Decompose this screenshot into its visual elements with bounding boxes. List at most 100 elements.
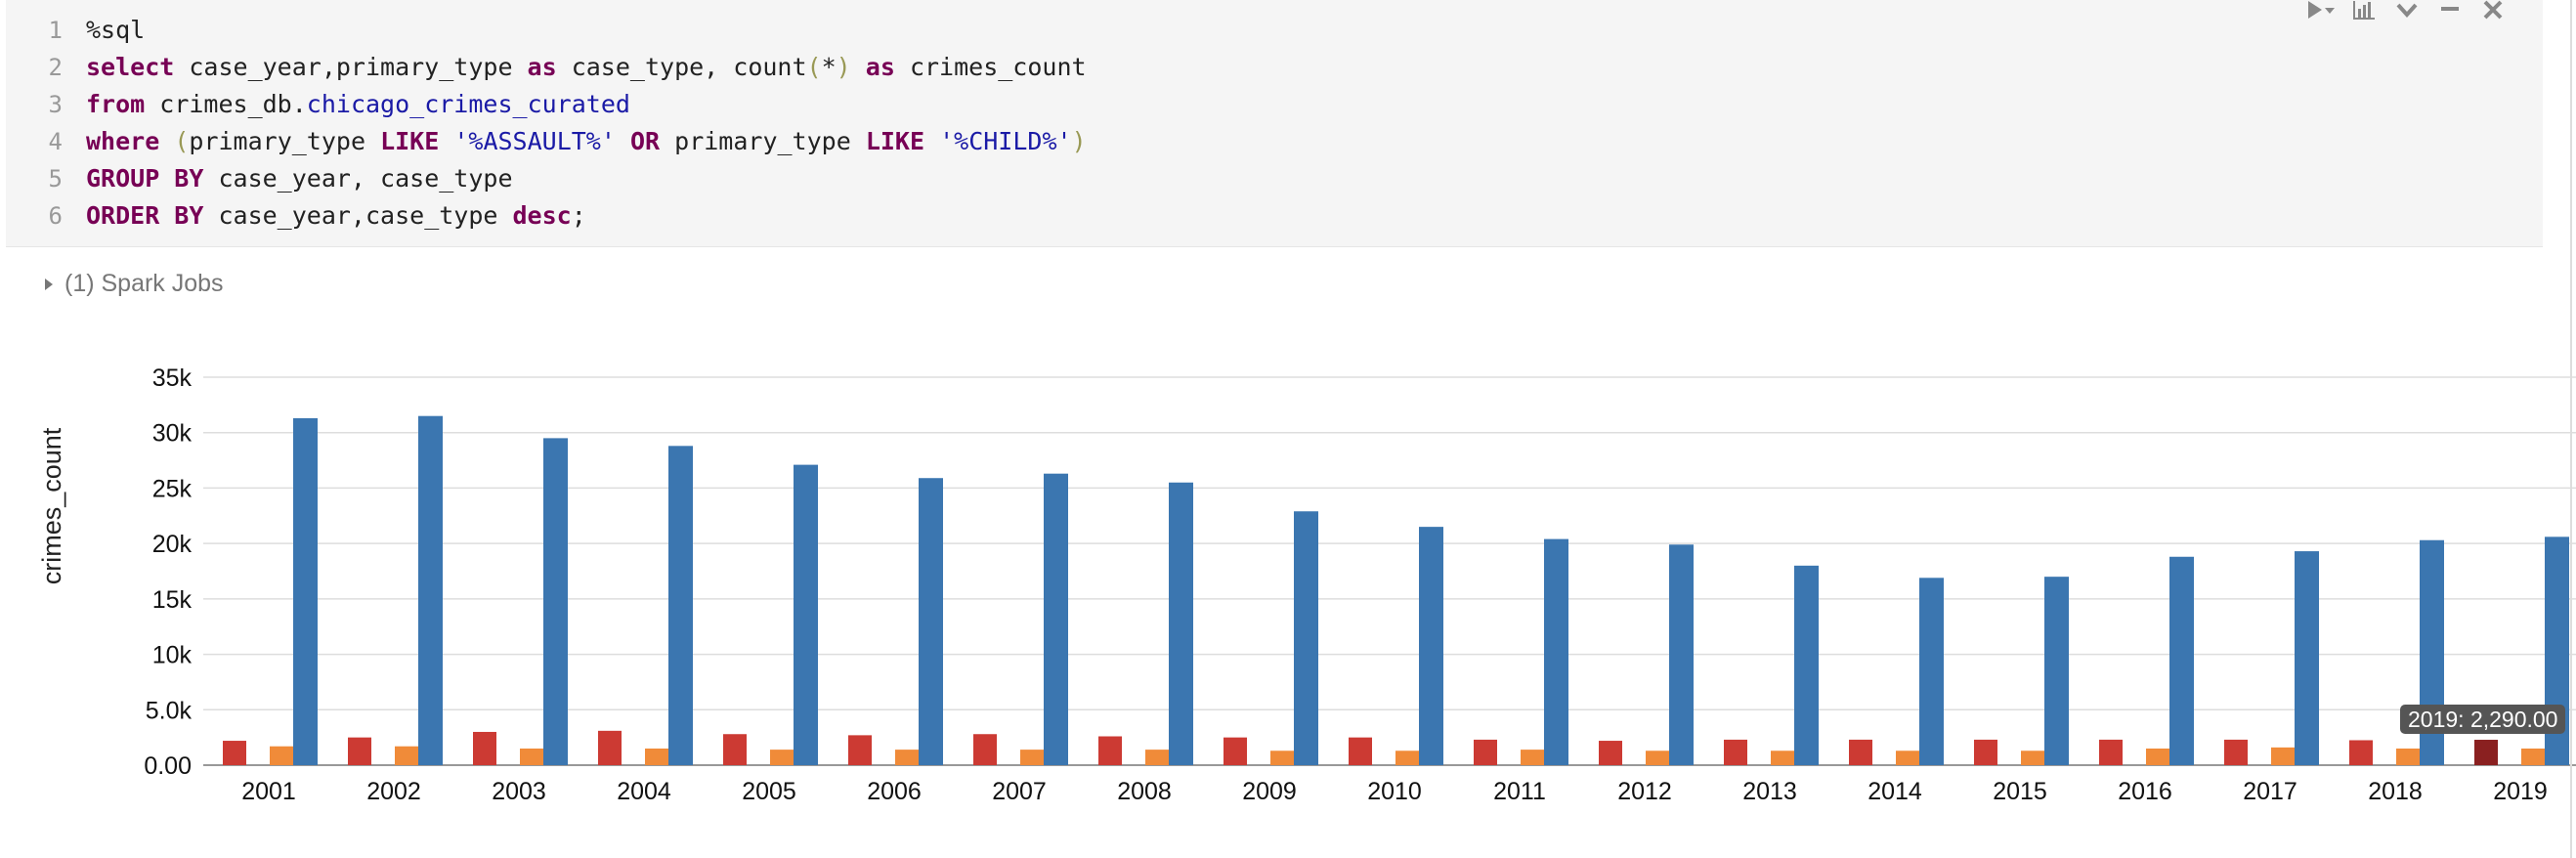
bar[interactable] — [2099, 739, 2123, 765]
bar[interactable] — [1224, 737, 1247, 765]
bar[interactable] — [770, 750, 794, 765]
bar[interactable] — [2349, 740, 2373, 765]
bar[interactable] — [2295, 551, 2319, 765]
bar[interactable] — [270, 746, 293, 765]
bar[interactable] — [919, 478, 943, 765]
chart-bars — [223, 415, 2569, 765]
code-line[interactable]: %sql — [86, 16, 146, 44]
bar[interactable] — [794, 464, 818, 765]
bar[interactable] — [2474, 740, 2498, 765]
x-tick-label: 2008 — [1117, 778, 1172, 805]
bar[interactable] — [1145, 750, 1169, 765]
bar[interactable] — [1044, 473, 1068, 765]
bar[interactable] — [1849, 739, 1872, 765]
bar[interactable] — [543, 438, 568, 765]
x-tick-label: 2012 — [1617, 778, 1672, 805]
y-axis-label: crimes_count — [37, 427, 66, 584]
close-icon[interactable] — [2478, 0, 2508, 23]
y-tick-label: 20k — [152, 531, 193, 558]
line-number-gutter: 1 2 3 4 5 6 — [6, 0, 74, 246]
bar[interactable] — [1419, 527, 1443, 765]
y-tick-label: 30k — [152, 420, 193, 448]
bar[interactable] — [473, 731, 496, 765]
x-tick-label: 2011 — [1493, 778, 1546, 805]
x-axis: 2001 2002 2003 2004 2005 2006 2007 2008 2009 2010… — [241, 778, 2548, 805]
bar-tooltip: 2019: 2,290.00 — [2400, 705, 2566, 734]
line-number: 2 — [48, 54, 63, 81]
bar[interactable] — [723, 734, 747, 765]
bar[interactable] — [668, 446, 693, 765]
bar[interactable] — [2271, 747, 2295, 765]
bar[interactable] — [1521, 750, 1544, 765]
bar[interactable] — [2521, 748, 2545, 765]
bar[interactable] — [895, 750, 919, 765]
bar[interactable] — [293, 417, 318, 765]
bar[interactable] — [1646, 751, 1669, 765]
bar[interactable] — [1474, 739, 1497, 765]
code-line[interactable]: select case_year,primary_type as case_ty… — [86, 53, 1087, 81]
bar[interactable] — [2021, 751, 2044, 765]
bar[interactable] — [1669, 544, 1694, 765]
x-tick-label: 2010 — [1367, 778, 1422, 805]
x-tick-label: 2003 — [492, 778, 546, 805]
bar[interactable] — [1270, 751, 1294, 765]
spark-jobs-toggle[interactable]: (1) Spark Jobs — [43, 270, 224, 298]
x-tick-label: 2009 — [1242, 778, 1297, 805]
line-number: 3 — [48, 91, 63, 118]
line-number: 4 — [48, 128, 63, 155]
bar[interactable] — [1169, 482, 1193, 765]
run-icon[interactable] — [2306, 0, 2336, 23]
y-tick-label: 35k — [152, 365, 193, 392]
chevron-down-icon[interactable] — [2392, 0, 2422, 23]
line-number: 1 — [48, 17, 63, 44]
chart-icon[interactable] — [2349, 0, 2379, 23]
x-tick-label: 2013 — [1742, 778, 1797, 805]
bar[interactable] — [1020, 750, 1044, 765]
y-tick-label: 15k — [152, 586, 193, 614]
code-editor[interactable]: 1 2 3 4 5 6 %sql select case_year,primar… — [6, 0, 2543, 247]
bar[interactable] — [395, 746, 418, 765]
bar[interactable] — [1395, 751, 1419, 765]
bar[interactable] — [1896, 751, 1919, 765]
x-tick-label: 2006 — [867, 778, 922, 805]
bar[interactable] — [2396, 748, 2420, 765]
y-axis: 0.00 5.0k 10k 15k 20k 25k 30k 35k — [144, 365, 192, 780]
y-tick-label: 10k — [152, 642, 193, 669]
bar[interactable] — [1974, 739, 1997, 765]
bar[interactable] — [2224, 739, 2248, 765]
x-tick-label: 2019 — [2493, 778, 2548, 805]
x-tick-label: 2015 — [1993, 778, 2047, 805]
bar[interactable] — [1919, 578, 1944, 765]
bar[interactable] — [1599, 741, 1622, 765]
code-line[interactable]: ORDER BY case_year,case_type desc; — [86, 201, 586, 230]
bar[interactable] — [2044, 577, 2069, 765]
bar[interactable] — [1098, 736, 1122, 765]
minimize-icon[interactable] — [2435, 0, 2465, 23]
code-line[interactable]: from crimes_db.chicago_crimes_curated — [86, 90, 630, 118]
bar[interactable] — [1771, 751, 1794, 765]
bar[interactable] — [418, 415, 443, 765]
bar[interactable] — [348, 737, 371, 765]
x-tick-label: 2017 — [2243, 778, 2297, 805]
bar[interactable] — [973, 734, 997, 765]
code-line[interactable]: GROUP BY case_year, case_type — [86, 164, 513, 193]
bar[interactable] — [223, 741, 246, 765]
bar[interactable] — [2169, 556, 2194, 765]
x-tick-label: 2001 — [241, 778, 296, 805]
bar[interactable] — [645, 748, 668, 765]
page-scroll-edge — [2570, 0, 2572, 858]
bar[interactable] — [848, 735, 872, 765]
bar[interactable] — [1349, 737, 1372, 765]
bar[interactable] — [1794, 565, 1819, 765]
bar[interactable] — [1544, 538, 1568, 765]
bar[interactable] — [1294, 511, 1318, 765]
y-tick-label: 5.0k — [146, 697, 193, 724]
bar[interactable] — [598, 730, 622, 765]
x-tick-label: 2007 — [992, 778, 1047, 805]
bar[interactable] — [520, 748, 543, 765]
code-line[interactable]: where (primary_type LIKE '%ASSAULT%' OR … — [86, 127, 1087, 155]
bar[interactable] — [1724, 739, 1747, 765]
x-tick-label: 2014 — [1868, 778, 1922, 805]
bar[interactable] — [2146, 748, 2169, 765]
